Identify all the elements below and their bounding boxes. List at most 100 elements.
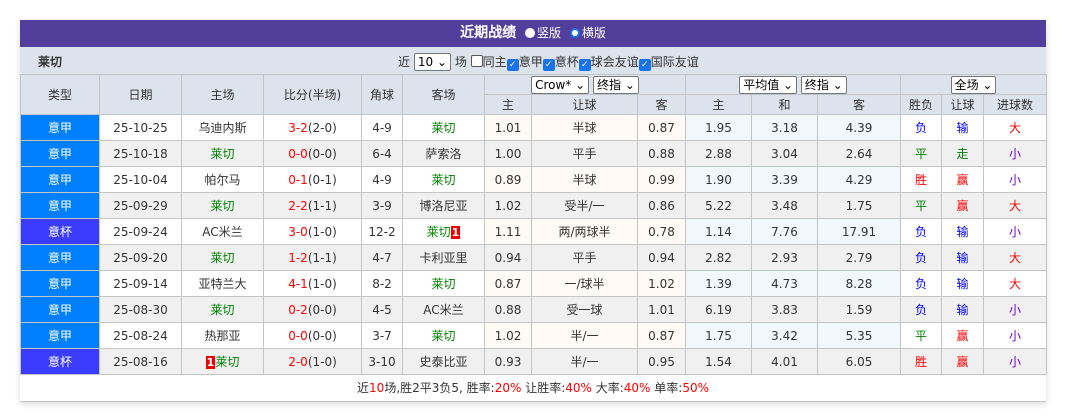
win-rate: 20%	[494, 381, 522, 395]
score[interactable]: 0-2(0-0)	[263, 296, 362, 323]
score[interactable]: 0-0(0-0)	[263, 140, 362, 167]
result-wl: 负	[900, 114, 943, 141]
full-score: 4-1	[288, 276, 308, 291]
team-link[interactable]: 莱切	[431, 121, 456, 135]
team-link[interactable]: 莱切	[431, 329, 456, 343]
full-score: 0-0	[288, 146, 308, 161]
filter-prefix: 近	[398, 55, 411, 69]
avg-home: 1.54	[685, 348, 753, 375]
match-date: 25-10-18	[99, 140, 182, 167]
subheader: 客	[636, 94, 687, 115]
score[interactable]: 1-2(1-1)	[263, 244, 362, 271]
team-link[interactable]: 莱切	[431, 277, 456, 291]
score[interactable]: 0-0(0-0)	[263, 322, 362, 349]
result-handicap: 输	[941, 270, 985, 297]
checkbox-label: 意甲	[518, 55, 543, 69]
checkbox-icon: ✓	[506, 59, 519, 71]
match-type[interactable]: 意甲	[20, 322, 100, 349]
home-team: 1莱切	[181, 348, 264, 375]
away-odds: 1.02	[636, 270, 687, 297]
team-link[interactable]: 莱切	[210, 251, 235, 265]
team-link[interactable]: AC米兰	[423, 303, 464, 317]
team-link[interactable]: 乌迪内斯	[198, 121, 247, 135]
avg-away: 17.91	[817, 218, 902, 245]
col-corner: 角球	[361, 74, 403, 115]
half-score: (2-0)	[307, 120, 337, 135]
result-wl: 负	[900, 244, 943, 271]
avg-draw: 3.83	[751, 296, 819, 323]
team-link[interactable]: 博洛尼亚	[419, 199, 468, 213]
result-handicap: 赢	[941, 166, 985, 193]
odds-kind-select[interactable]: 终指 ⌄	[593, 75, 639, 94]
match-type[interactable]: 意甲	[20, 140, 100, 167]
match-date: 25-08-24	[99, 322, 182, 349]
away-team: 莱切1	[402, 218, 485, 245]
match-type[interactable]: 意甲	[20, 296, 100, 323]
match-date: 25-08-30	[99, 296, 182, 323]
home-team: 莱切	[181, 192, 264, 219]
match-date: 25-09-20	[99, 244, 182, 271]
avg-draw: 3.18	[751, 114, 819, 141]
team-link[interactable]: 莱切	[210, 147, 235, 161]
corners: 3-9	[361, 192, 403, 219]
team-link[interactable]: AC米兰	[202, 225, 243, 239]
filters: 近 10 ⌄ 场 同主 ✓ 意甲 ✓ 意杯 ✓ 球会友谊 ✓ 国际友谊	[398, 47, 699, 77]
match-count-select[interactable]: 10 ⌄	[413, 53, 451, 71]
match-type[interactable]: 意杯	[20, 218, 100, 245]
half-score: (1-1)	[307, 198, 337, 213]
match-type[interactable]: 意甲	[20, 270, 100, 297]
team-link[interactable]: 莱切	[210, 199, 235, 213]
result-header: 全场 ⌄	[900, 74, 1048, 95]
team-link[interactable]: 莱切	[215, 355, 240, 369]
filter-checkbox[interactable]: ✓ 球会友谊	[578, 55, 639, 71]
result-wl: 平	[900, 140, 943, 167]
score[interactable]: 3-2(2-0)	[263, 114, 362, 141]
summary-text: 大率:	[591, 381, 624, 395]
team-link[interactable]: 莱切	[431, 173, 456, 187]
result-goals: 小	[983, 322, 1048, 349]
handicap: 平手	[531, 140, 638, 167]
score[interactable]: 4-1(1-0)	[263, 270, 362, 297]
match-type[interactable]: 意甲	[20, 192, 100, 219]
avg-draw: 3.48	[751, 192, 819, 219]
avg-kind-value: 终指	[804, 77, 829, 92]
col-score: 比分(半场)	[263, 74, 362, 115]
team-link[interactable]: 莱切	[426, 225, 451, 239]
score[interactable]: 2-0(1-0)	[263, 348, 362, 375]
team-link[interactable]: 帕尔马	[204, 173, 241, 187]
home-odds: 0.93	[484, 348, 532, 375]
score[interactable]: 3-0(1-0)	[263, 218, 362, 245]
view-horizontal-radio[interactable]: 横版	[569, 26, 606, 40]
avg-draw: 3.42	[751, 322, 819, 349]
avg-select[interactable]: 平均值 ⌄	[739, 75, 798, 94]
match-date: 25-10-25	[99, 114, 182, 141]
company-select[interactable]: Crow* ⌄	[531, 75, 590, 94]
team-link[interactable]: 热那亚	[204, 329, 241, 343]
away-odds: 0.78	[636, 218, 687, 245]
team-link[interactable]: 卡利亚里	[419, 251, 468, 265]
team-link[interactable]: 莱切	[210, 303, 235, 317]
match-type[interactable]: 意甲	[20, 244, 100, 271]
filter-checkbox[interactable]: 同主	[470, 55, 507, 69]
away-team: AC米兰	[402, 296, 485, 323]
avg-home: 1.14	[685, 218, 753, 245]
filter-checkbox[interactable]: ✓ 意杯	[542, 55, 579, 71]
view-vertical-radio[interactable]: 竖版	[524, 26, 561, 40]
avg-away: 4.39	[817, 114, 902, 141]
half-score: (0-0)	[307, 302, 337, 317]
team-link[interactable]: 史泰比亚	[419, 355, 468, 369]
result-handicap: 走	[941, 140, 985, 167]
scope-select[interactable]: 全场 ⌄	[950, 75, 997, 94]
score[interactable]: 0-1(0-1)	[263, 166, 362, 193]
filter-checkbox[interactable]: ✓ 国际友谊	[638, 55, 699, 71]
match-type[interactable]: 意杯	[20, 348, 100, 375]
score[interactable]: 2-2(1-1)	[263, 192, 362, 219]
home-team: 莱切	[181, 296, 264, 323]
match-type[interactable]: 意甲	[20, 166, 100, 193]
filter-checkbox[interactable]: ✓ 意甲	[506, 55, 543, 71]
team-link[interactable]: 萨索洛	[425, 147, 462, 161]
avg-kind-select[interactable]: 终指 ⌄	[800, 75, 847, 94]
match-type[interactable]: 意甲	[20, 114, 100, 141]
handicap: 半球	[531, 166, 638, 193]
team-link[interactable]: 亚特兰大	[198, 277, 247, 291]
